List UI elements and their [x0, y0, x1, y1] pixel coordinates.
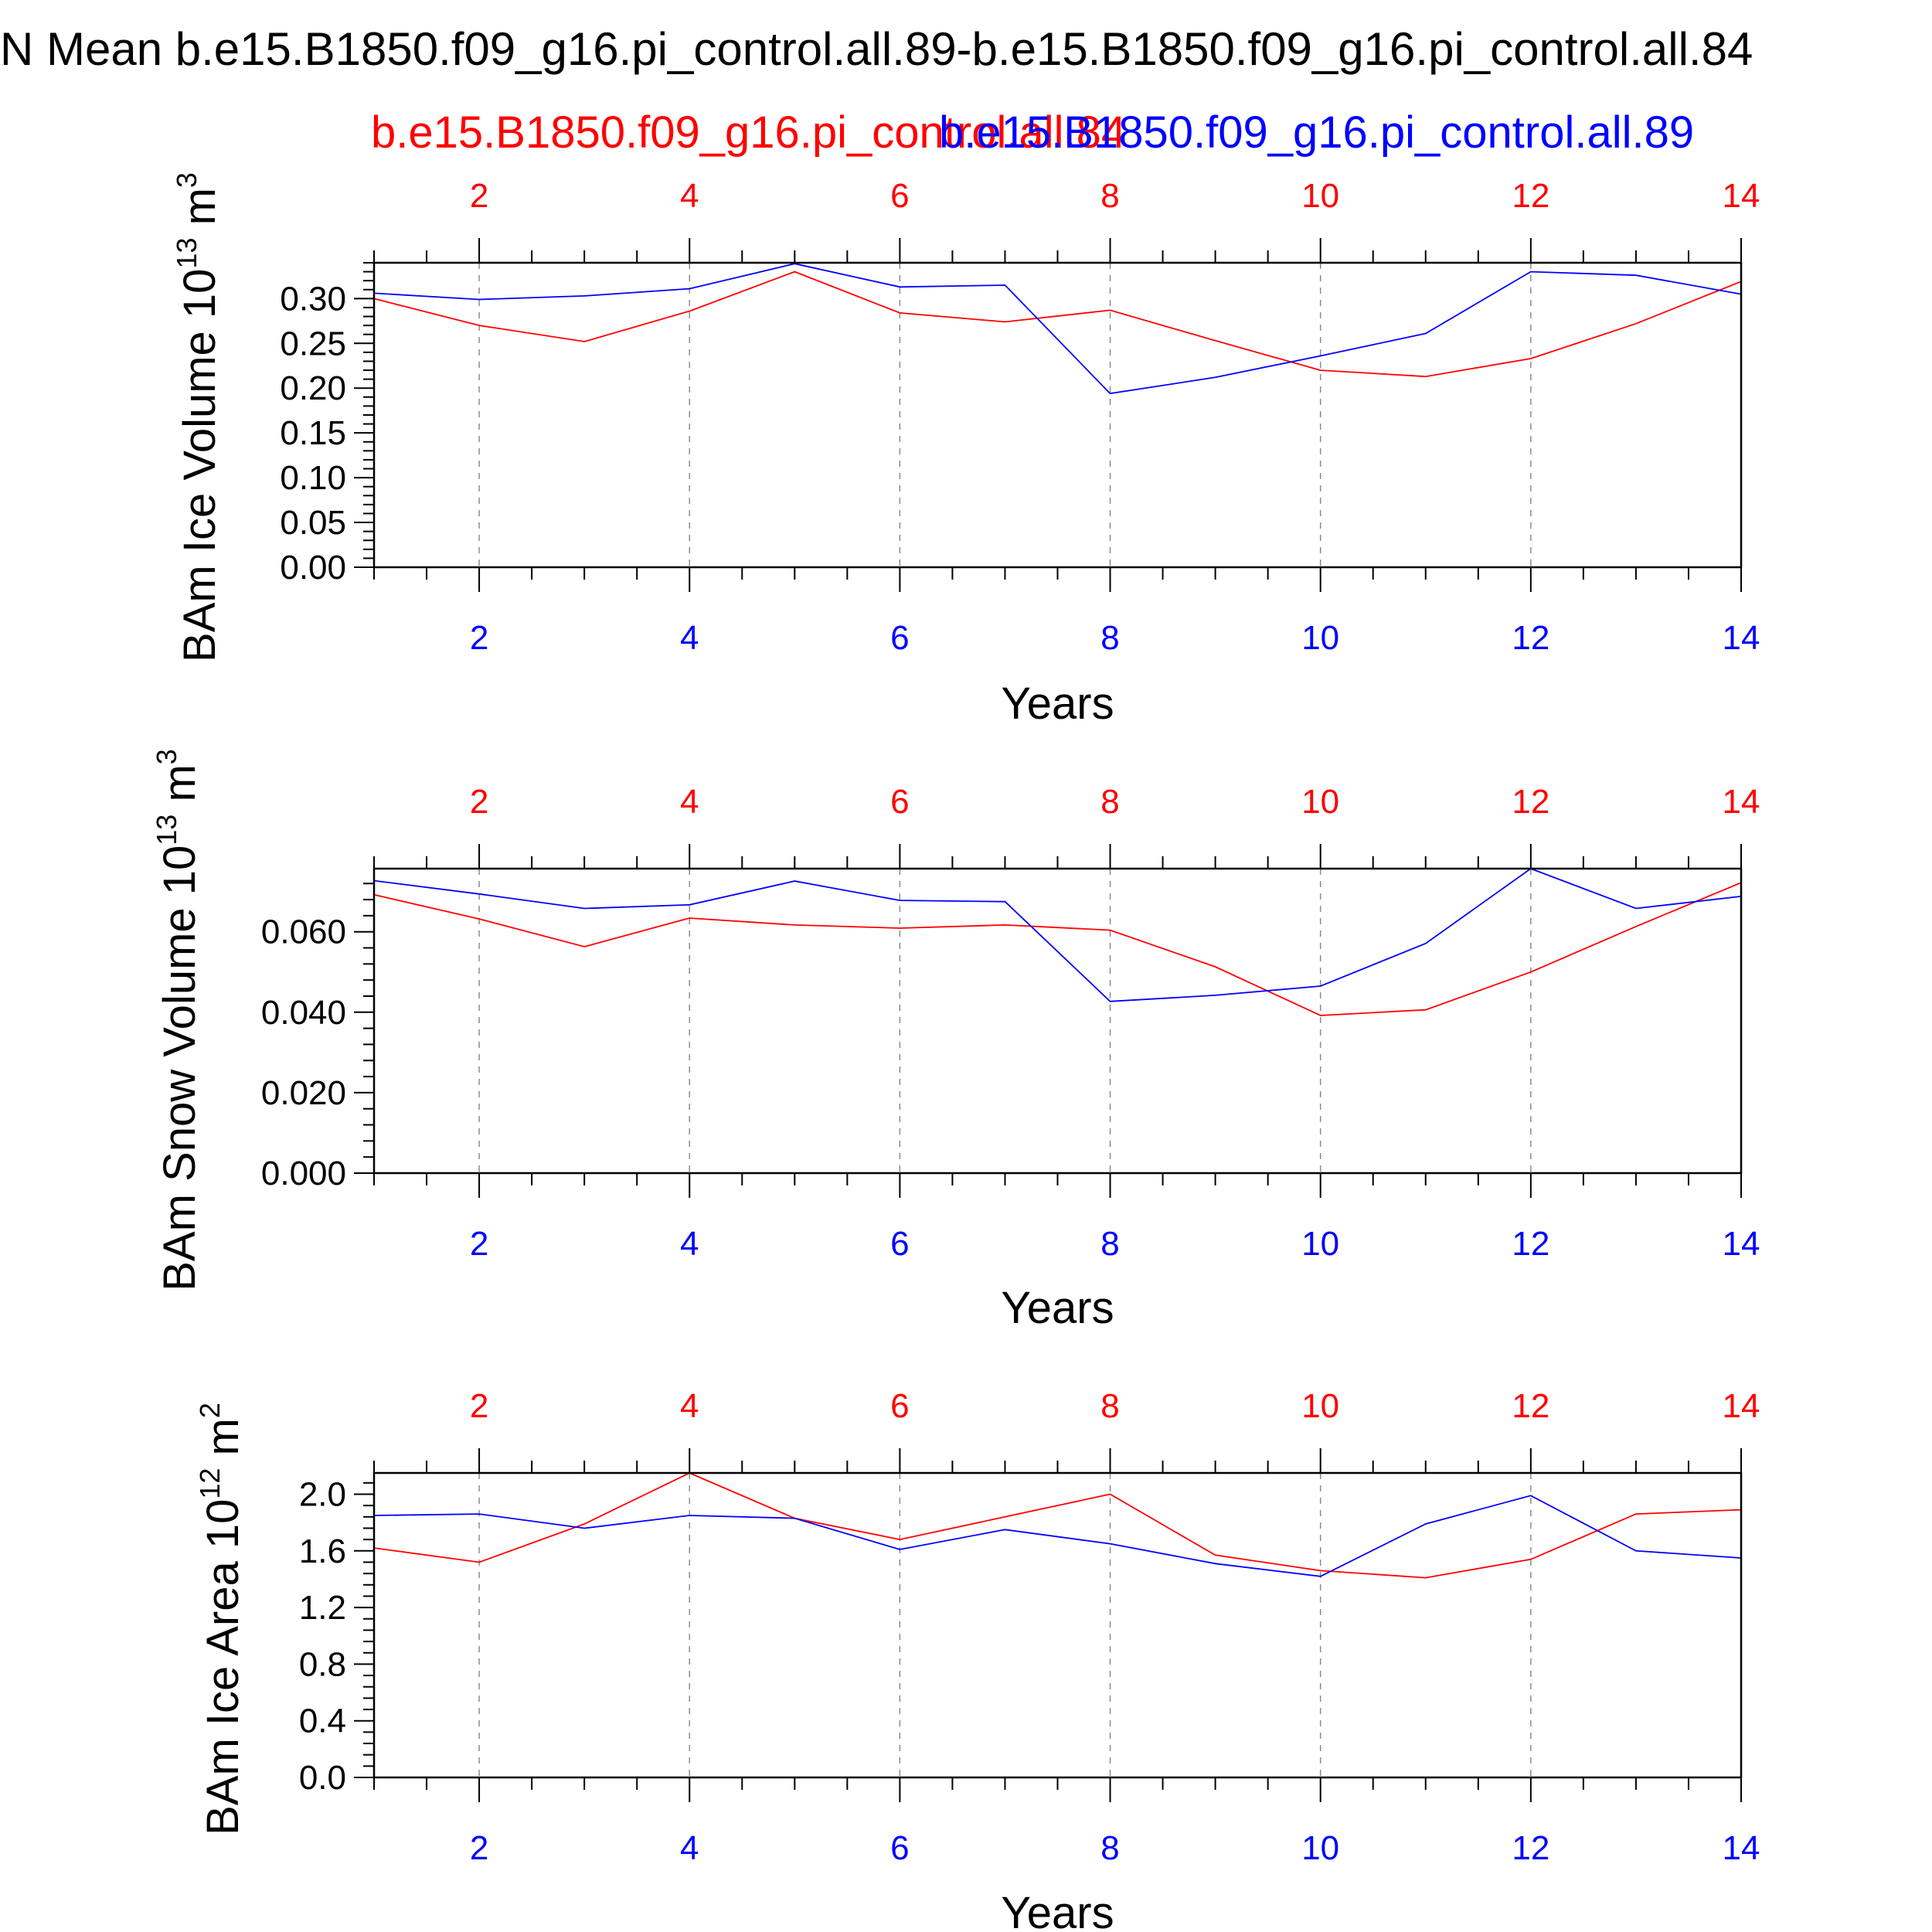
- legend-red-label: b.e15.B1850.f09_g16.pi_control.all.84: [371, 107, 1126, 158]
- x-axis-label: Years: [1001, 679, 1114, 729]
- x-tick-label-bottom: 10: [1301, 619, 1339, 657]
- y-tick-label: 0.20: [280, 369, 346, 407]
- x-tick-label-top: 12: [1512, 177, 1549, 215]
- x-tick-label-top: 8: [1100, 783, 1119, 821]
- y-tick-label: 0.020: [261, 1074, 346, 1112]
- x-tick-label-top: 8: [1100, 1387, 1119, 1425]
- x-tick-label-bottom: 10: [1301, 1225, 1339, 1263]
- y-tick-label: 0.00: [280, 549, 346, 587]
- x-tick-label-top: 6: [890, 1387, 909, 1425]
- y-tick-label: 0.15: [280, 414, 346, 452]
- series-line-blue: [373, 1495, 1742, 1577]
- x-tick-label-bottom: 6: [890, 619, 909, 657]
- series-line-blue: [373, 263, 1742, 395]
- y-tick-label: 2.0: [299, 1475, 346, 1513]
- y-tick-label: 1.6: [299, 1532, 346, 1570]
- x-tick-label-bottom: 8: [1100, 1225, 1119, 1263]
- panels: 0.00 0.05 0.10 0.15 0.20 0.25 0.30 2 2 4 4 6 6 8 8 10 10…: [151, 172, 1760, 1932]
- series-line-blue: [373, 867, 1742, 1002]
- x-tick-label-bottom: 4: [680, 619, 699, 657]
- x-tick-label-top: 2: [470, 177, 488, 215]
- x-tick-label-bottom: 12: [1512, 1225, 1549, 1263]
- legend-blue-label: b.e15.B1850.f09_g16.pi_control.all.89: [939, 107, 1694, 158]
- x-tick-label-bottom: 2: [470, 619, 488, 657]
- series-line-red: [373, 882, 1742, 1016]
- x-tick-label-top: 10: [1301, 177, 1339, 215]
- plot-frame: [372, 261, 1743, 569]
- y-tick-label: 1.2: [299, 1589, 346, 1627]
- x-tick-label-top: 8: [1100, 177, 1119, 215]
- y-tick-label: 0.10: [280, 459, 346, 497]
- panel-3: 0.0 0.4 0.8 1.2 1.6 2.0 2 2 4 4 6 6 8 8 10 10 12 12 14 14 Ye…: [194, 1387, 1760, 1932]
- figure-title: N Mean b.e15.B1850.f09_g16.pi_control.al…: [0, 23, 1753, 75]
- x-tick-label-top: 4: [680, 783, 699, 821]
- x-tick-label-bottom: 10: [1301, 1829, 1339, 1867]
- x-tick-label-bottom: 14: [1723, 619, 1760, 657]
- x-tick-label-top: 4: [680, 177, 699, 215]
- series-line-red: [373, 1472, 1742, 1579]
- x-tick-label-top: 2: [470, 1387, 488, 1425]
- x-tick-label-top: 10: [1301, 1387, 1339, 1425]
- x-tick-label-bottom: 2: [470, 1225, 488, 1263]
- x-tick-label-bottom: 12: [1512, 619, 1549, 657]
- x-tick-label-top: 14: [1723, 177, 1760, 215]
- x-tick-label-top: 4: [680, 1387, 699, 1425]
- x-tick-label-top: 12: [1512, 1387, 1549, 1425]
- x-tick-label-top: 14: [1723, 1387, 1760, 1425]
- x-tick-label-bottom: 6: [890, 1225, 909, 1263]
- y-axis-label: BAm Ice Volume 1013 m3: [171, 172, 225, 662]
- y-tick-label: 0.0: [299, 1759, 346, 1797]
- x-tick-label-bottom: 14: [1723, 1829, 1760, 1867]
- y-tick-label: 0.8: [299, 1645, 346, 1683]
- x-tick-label-bottom: 4: [680, 1829, 699, 1867]
- x-tick-label-bottom: 12: [1512, 1829, 1549, 1867]
- x-tick-label-bottom: 8: [1100, 619, 1119, 657]
- x-tick-label-top: 10: [1301, 783, 1339, 821]
- y-tick-label: 0.4: [299, 1702, 346, 1740]
- y-tick-label: 0.25: [280, 325, 346, 362]
- x-axis-label: Years: [1001, 1283, 1114, 1333]
- x-tick-label-top: 6: [890, 177, 909, 215]
- y-tick-label: 0.30: [280, 280, 346, 318]
- x-tick-label-bottom: 8: [1100, 1829, 1119, 1867]
- y-tick-label: 0.060: [261, 913, 346, 951]
- y-tick-label: 0.000: [261, 1155, 346, 1192]
- x-tick-label-top: 6: [890, 783, 909, 821]
- plot-frame: [372, 1471, 1743, 1779]
- y-tick-label: 0.05: [280, 504, 346, 542]
- plot-frame: [372, 867, 1743, 1175]
- y-tick-label: 0.040: [261, 994, 346, 1032]
- x-tick-label-bottom: 14: [1723, 1225, 1760, 1263]
- y-axis-label: BAm Ice Area 1012 m2: [194, 1403, 248, 1835]
- x-tick-label-top: 14: [1723, 783, 1760, 821]
- x-tick-label-top: 12: [1512, 783, 1549, 821]
- series-line-red: [373, 270, 1742, 378]
- panel-1: 0.00 0.05 0.10 0.15 0.20 0.25 0.30 2 2 4 4 6 6 8 8 10 10…: [171, 172, 1760, 729]
- y-axis-label: BAm Snow Volume 1013 m3: [151, 749, 205, 1291]
- x-tick-label-bottom: 2: [470, 1829, 488, 1867]
- x-tick-label-bottom: 6: [890, 1829, 909, 1867]
- x-tick-label-top: 2: [470, 783, 488, 821]
- x-tick-label-bottom: 4: [680, 1225, 699, 1263]
- x-axis-label: Years: [1001, 1888, 1114, 1932]
- panel-2: 0.000 0.020 0.040 0.060 2 2 4 4 6 6 8 8 10 10 12 12 14 14…: [151, 749, 1760, 1333]
